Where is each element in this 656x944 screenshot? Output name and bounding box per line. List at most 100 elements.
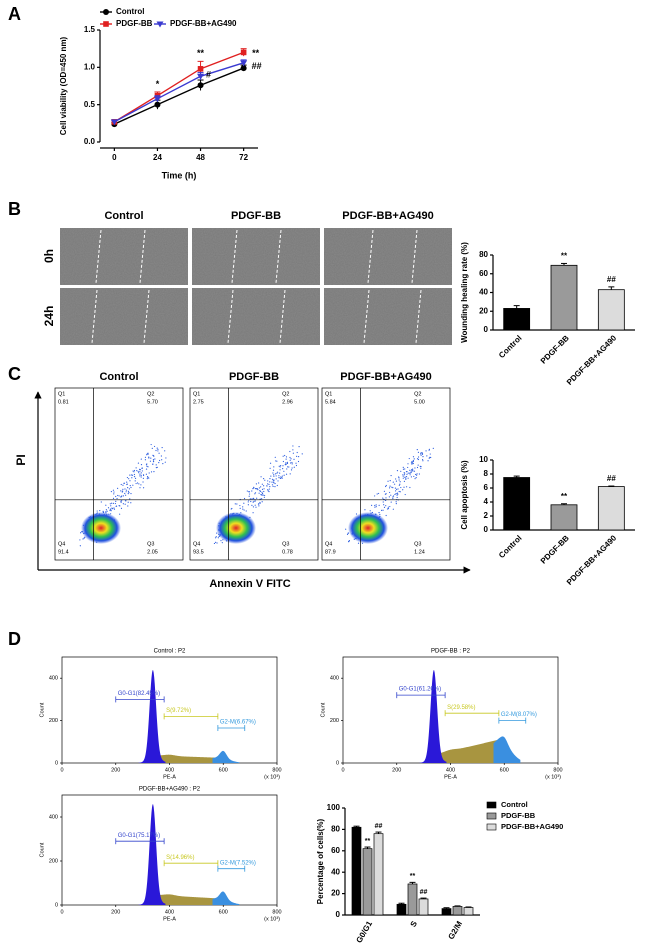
marker — [103, 21, 109, 27]
y-tick-label: 60 — [331, 846, 340, 855]
bar — [396, 903, 407, 916]
x-tick-label: 800 — [272, 767, 281, 773]
quadrant-name: Q3 — [414, 541, 421, 547]
event-dot — [136, 469, 138, 472]
event-dot — [158, 459, 161, 462]
event-dot — [378, 512, 380, 514]
event-dot — [150, 443, 152, 446]
event-dot — [357, 542, 360, 544]
event-dot — [121, 490, 124, 492]
event-dot — [285, 456, 288, 458]
event-dot — [279, 466, 281, 468]
event-dot — [264, 479, 266, 481]
y-tick-label: 0 — [484, 325, 489, 334]
event-dot — [407, 466, 409, 469]
y-tick-label: 6 — [484, 483, 489, 492]
event-dot — [251, 504, 253, 506]
s-phase-area — [153, 894, 221, 905]
event-dot — [276, 484, 278, 487]
event-dot — [118, 495, 120, 497]
event-dot — [387, 506, 389, 508]
legend-swatch — [486, 801, 497, 809]
event-dot — [129, 485, 131, 487]
histogram-frame — [61, 794, 278, 906]
event-dot — [286, 462, 289, 465]
event-dot — [161, 459, 163, 461]
event-dot — [374, 506, 376, 508]
y-tick-label: 0.0 — [84, 137, 96, 146]
event-dot — [127, 505, 129, 507]
event-dot — [393, 483, 396, 485]
x-tick-label: S — [409, 919, 420, 929]
event-dot — [285, 473, 288, 475]
event-dot — [119, 505, 121, 507]
event-dot — [412, 468, 414, 470]
event-dot — [133, 475, 136, 478]
bar — [373, 833, 384, 916]
event-dot — [113, 508, 116, 510]
event-dot — [397, 488, 399, 490]
y-axis-label: Wounding healing rate (%) — [460, 242, 469, 343]
event-dot — [130, 492, 132, 495]
event-dot — [275, 460, 277, 462]
event-dot — [273, 475, 275, 477]
y-tick-label: 200 — [330, 718, 339, 724]
event-dot — [385, 514, 387, 517]
event-dot — [280, 464, 282, 467]
event-dot — [79, 539, 81, 541]
event-dot — [278, 477, 280, 479]
gate-label: G0-G1(75.17%) — [118, 833, 160, 839]
event-dot — [276, 460, 278, 462]
event-dot — [422, 455, 424, 458]
event-dot — [272, 485, 274, 487]
event-dot — [398, 479, 400, 481]
event-dot — [79, 545, 81, 547]
event-dot — [391, 486, 393, 488]
event-dot — [345, 528, 347, 530]
event-dot — [410, 462, 413, 464]
event-dot — [403, 474, 406, 476]
event-dot — [126, 476, 129, 479]
event-dot — [120, 507, 123, 509]
event-dot — [111, 502, 113, 504]
event-dot — [275, 475, 277, 477]
event-dot — [128, 478, 130, 480]
event-dot — [105, 509, 108, 511]
event-dot — [140, 472, 142, 474]
gate-label: S(14.96%) — [166, 855, 194, 861]
event-dot — [282, 468, 284, 470]
annotation: ** — [561, 252, 568, 261]
event-dot — [412, 460, 415, 462]
annotation: ## — [252, 61, 262, 71]
g2-peak — [212, 891, 240, 905]
event-dot — [388, 491, 391, 494]
event-dot — [139, 473, 141, 475]
event-dot — [132, 470, 134, 472]
quadrant-name: Q2 — [147, 391, 154, 397]
event-dot — [260, 486, 262, 488]
s-phase-area — [434, 739, 502, 763]
event-dot — [394, 493, 396, 496]
micrograph — [60, 288, 188, 345]
event-dot — [392, 496, 394, 498]
event-dot — [255, 483, 257, 485]
event-dot — [130, 474, 133, 476]
wound-edge — [275, 229, 282, 284]
event-dot — [146, 475, 149, 478]
event-dot — [112, 502, 115, 505]
event-dot — [251, 498, 253, 500]
event-dot — [120, 500, 122, 502]
event-dot — [121, 495, 123, 497]
legend-label: Control — [116, 7, 144, 16]
event-dot — [414, 478, 416, 480]
event-dot — [156, 447, 158, 449]
event-dot — [406, 470, 408, 473]
event-dot — [253, 487, 255, 489]
event-dot — [271, 481, 273, 483]
event-dot — [388, 487, 391, 489]
column-header: Control — [104, 210, 143, 222]
event-dot — [110, 490, 113, 493]
event-dot — [162, 463, 164, 465]
event-dot — [282, 460, 284, 463]
event-dot — [140, 458, 142, 460]
